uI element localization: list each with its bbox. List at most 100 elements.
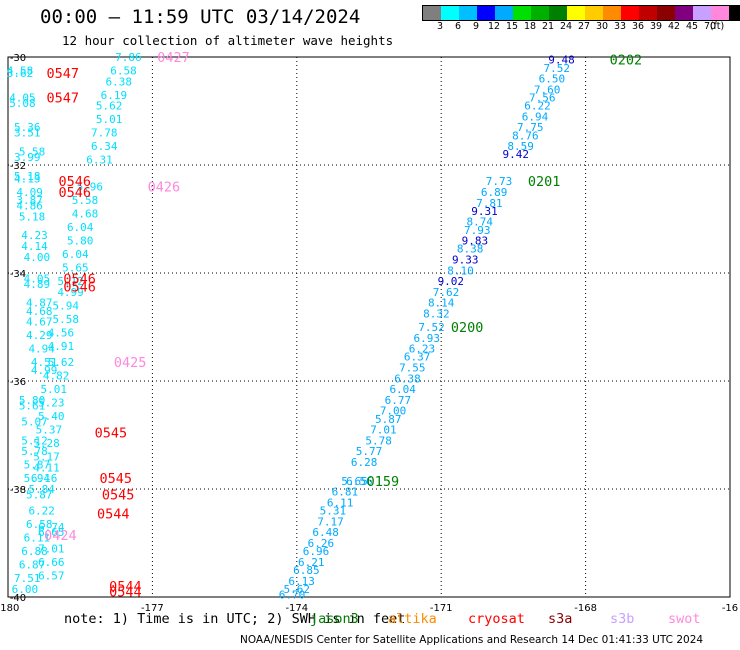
y-tick-label: -34: [10, 269, 26, 280]
swh-value-label: 5.07: [21, 416, 48, 429]
colorbar-label: 30: [595, 21, 609, 32]
swh-value-label: 7.00: [380, 405, 407, 418]
swh-value-label: 9.42: [503, 148, 530, 161]
swh-value-label: 6.77: [385, 394, 412, 407]
track-time-label: 0545: [99, 471, 132, 487]
swh-value-label: 5.01: [96, 113, 123, 126]
y-tick-label: -30: [10, 53, 26, 64]
colorbar-label: 39: [649, 21, 663, 32]
colorbar-swatch: [531, 6, 549, 20]
colorbar-label: 6: [454, 21, 462, 32]
swh-value-label: 7.81: [476, 197, 503, 210]
swh-value-label: 6.38: [394, 372, 421, 385]
swh-value-label: 4.00: [24, 251, 51, 264]
track-time-label: 0545: [102, 487, 135, 503]
track-time-label: 0546: [63, 271, 96, 287]
swh-value-label: 7.52: [543, 62, 570, 75]
colorbar-swatch: [603, 6, 621, 20]
swh-value-label: 6.00: [12, 583, 39, 596]
colorbar-label: 45: [685, 21, 699, 32]
swh-value-label: 4.91: [48, 340, 75, 353]
track-time-label: 0544: [97, 506, 130, 522]
swh-value-label: 9.02: [438, 275, 465, 288]
swh-value-label: 4.56: [48, 326, 75, 339]
colorbar-swatch: [477, 6, 495, 20]
swh-value-label: 5.62: [48, 356, 75, 369]
swh-value-label: 7.93: [464, 224, 491, 237]
colorbar-label: 9: [472, 21, 480, 32]
swh-value-label: 5.17: [33, 451, 60, 464]
swh-value-label: 6.58: [26, 518, 53, 531]
swh-value-label: 5.58: [72, 194, 99, 207]
swh-value-label: 6.57: [38, 569, 65, 582]
swh-value-label: 5.40: [38, 410, 65, 423]
swh-value-label: 4.58: [7, 65, 34, 78]
swh-value-label: 6.87: [19, 559, 46, 572]
swh-value-label: 4.05: [9, 92, 36, 105]
swh-value-label: 4.82: [43, 370, 70, 383]
swh-value-label: 6.19: [101, 89, 128, 102]
x-tick-label: -171: [430, 603, 453, 614]
swh-value-label: 6.85: [293, 564, 320, 577]
swh-value-label: 6.22: [524, 100, 551, 113]
y-tick-label: -32: [10, 161, 26, 172]
swh-value-label: 7.56: [529, 92, 556, 105]
swh-value-label: 7.01: [38, 542, 65, 555]
swh-value-label: 4.99: [31, 364, 58, 377]
x-tick-label: -168: [574, 603, 597, 614]
swh-value-label: 5.78: [365, 434, 392, 447]
swh-value-label: 7.60: [534, 83, 561, 96]
swh-value-label: 5.37: [36, 424, 63, 437]
swh-value-label: 9.33: [452, 254, 479, 267]
x-tick-label: -180: [0, 603, 19, 614]
track-time-label: 0159: [367, 474, 400, 490]
swh-value-label: 4.94: [28, 343, 55, 356]
x-tick-label: -16: [722, 603, 738, 614]
swh-value-label: 6.31: [86, 154, 113, 167]
colorbar-label: (ft): [709, 21, 725, 32]
swh-value-label: 5.18: [14, 170, 41, 183]
swh-value-label: 5.18: [19, 210, 46, 223]
y-tick-label: -36: [10, 377, 26, 388]
chart-title: 00:00 – 11:59 UTC 03/14/2024: [40, 6, 361, 28]
swh-value-label: 4.86: [16, 200, 43, 213]
swh-value-label: 5.62: [96, 100, 123, 113]
swh-value-label: 4.13: [14, 173, 41, 186]
satellite-legend-item: swot: [668, 611, 701, 627]
track-time-label: 0425: [114, 355, 147, 371]
swh-value-label: 8.38: [457, 243, 484, 256]
swh-value-label: 4.05: [24, 272, 51, 285]
swh-value-label: 3.99: [14, 151, 41, 164]
satellite-legend: jason3 altika cryosat s3a s3b swot: [0, 611, 740, 629]
satellite-legend-item: jason3: [310, 611, 359, 627]
swh-value-label: 7.75: [517, 121, 544, 134]
swh-value-label: 8.74: [466, 216, 493, 229]
chart-subtitle: 12 hour collection of altimeter wave hei…: [62, 33, 394, 48]
swh-value-label: 6.37: [404, 351, 431, 364]
swh-value-label: 4.89: [24, 278, 51, 291]
swh-value-label: 6.74: [38, 521, 65, 534]
swh-value-label: 5.94: [53, 299, 80, 312]
swh-value-label: 5.80: [19, 394, 46, 407]
colorbar-label: 42: [667, 21, 681, 32]
track-time-label: 0545: [95, 425, 128, 441]
satellite-legend-item: altika: [388, 611, 437, 627]
swh-value-label: 7.86: [115, 51, 142, 64]
swh-value-label: 4.14: [21, 240, 48, 253]
colorbar-label: 15: [505, 21, 519, 32]
footnote: note: 1) Time is in UTC; 2) SWH is in fe…: [64, 611, 406, 627]
swh-value-label: 6.94: [522, 110, 549, 123]
swh-value-label: 6.04: [389, 383, 416, 396]
swh-value-label: 5.58: [19, 146, 46, 159]
swh-value-label: 4.09: [16, 186, 43, 199]
swh-value-label: 6.56: [346, 475, 373, 488]
colorbar-swatch: [585, 6, 603, 20]
track-time-label: 0202: [610, 53, 643, 69]
y-tick-label: -40: [10, 593, 26, 604]
colorbar-swatch: [639, 6, 657, 20]
swh-value-label: 8.10: [447, 264, 474, 277]
track-time-label: 0547: [47, 91, 80, 107]
swh-value-label: 7.62: [433, 286, 460, 299]
swh-value-label: 5.62: [284, 583, 311, 596]
